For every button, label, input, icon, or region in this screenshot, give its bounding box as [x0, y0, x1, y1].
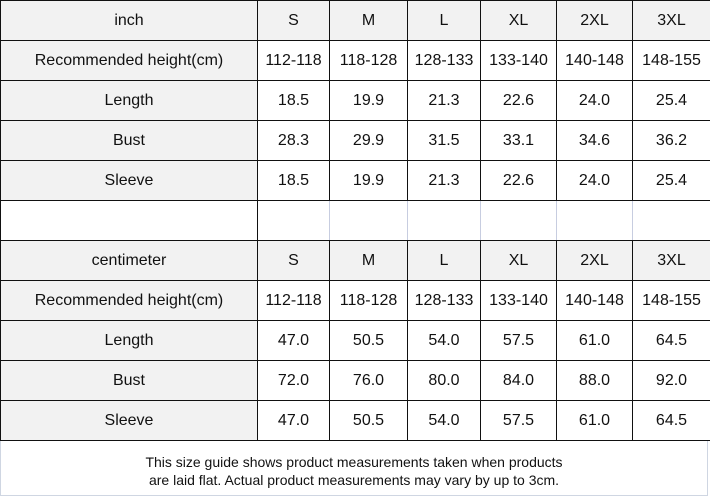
- measurement-value: 76.0: [329, 360, 408, 401]
- empty-cell: [632, 200, 710, 241]
- measurement-label: Length: [0, 80, 258, 121]
- measurement-value: 118-128: [329, 40, 408, 81]
- measurement-value: 31.5: [407, 120, 481, 161]
- measurement-value: 36.2: [632, 120, 710, 161]
- measurement-label: Sleeve: [0, 400, 258, 441]
- measurement-value: 133-140: [480, 40, 557, 81]
- measurement-value: 19.9: [329, 160, 408, 201]
- size-header: L: [407, 0, 481, 41]
- measurement-value: 128-133: [407, 280, 481, 321]
- measurement-value: 57.5: [480, 400, 557, 441]
- measurement-value: 28.3: [257, 120, 330, 161]
- table-row: Bust 28.3 29.9 31.5 33.1 34.6 36.2: [0, 120, 710, 161]
- table-row: Sleeve 47.0 50.5 54.0 57.5 61.0 64.5: [0, 400, 710, 441]
- table-row: Length 47.0 50.5 54.0 57.5 61.0 64.5: [0, 320, 710, 361]
- empty-cell: [480, 200, 557, 241]
- size-header: M: [329, 0, 408, 41]
- measurement-value: 18.5: [257, 160, 330, 201]
- measurement-label: Recommended height(cm): [0, 280, 258, 321]
- empty-cell: [0, 200, 258, 241]
- measurement-value: 64.5: [632, 320, 710, 361]
- table-row: Length 18.5 19.9 21.3 22.6 24.0 25.4: [0, 80, 710, 121]
- measurement-value: 148-155: [632, 280, 710, 321]
- measurement-value: 84.0: [480, 360, 557, 401]
- measurement-value: 133-140: [480, 280, 557, 321]
- measurement-value: 34.6: [556, 120, 633, 161]
- measurement-value: 61.0: [556, 320, 633, 361]
- empty-cell: [329, 200, 408, 241]
- size-header: XL: [480, 0, 557, 41]
- measurement-value: 112-118: [257, 40, 330, 81]
- measurement-value: 72.0: [257, 360, 330, 401]
- measurement-value: 50.5: [329, 400, 408, 441]
- size-chart-table: inch S M L XL 2XL 3XL Recommended height(cm) 112…: [0, 0, 710, 441]
- measurement-value: 21.3: [407, 80, 481, 121]
- measurement-value: 140-148: [556, 40, 633, 81]
- empty-cell: [556, 200, 633, 241]
- size-header: 3XL: [632, 240, 710, 281]
- size-header: 3XL: [632, 0, 710, 41]
- measurement-value: 18.5: [257, 80, 330, 121]
- measurement-value: 25.4: [632, 160, 710, 201]
- size-header: S: [257, 0, 330, 41]
- size-header: 2XL: [556, 240, 633, 281]
- size-header: S: [257, 240, 330, 281]
- measurement-value: 112-118: [257, 280, 330, 321]
- measurement-label: Bust: [0, 360, 258, 401]
- size-header: M: [329, 240, 408, 281]
- size-header: 2XL: [556, 0, 633, 41]
- measurement-value: 140-148: [556, 280, 633, 321]
- measurement-label: Bust: [0, 120, 258, 161]
- empty-cell: [407, 200, 481, 241]
- measurement-label: Length: [0, 320, 258, 361]
- measurement-value: 92.0: [632, 360, 710, 401]
- measurement-label: Recommended height(cm): [0, 40, 258, 81]
- size-header: L: [407, 240, 481, 281]
- spacer-row: [0, 200, 710, 241]
- measurement-value: 22.6: [480, 160, 557, 201]
- measurement-value: 22.6: [480, 80, 557, 121]
- measurement-value: 57.5: [480, 320, 557, 361]
- measurement-value: 80.0: [407, 360, 481, 401]
- measurement-value: 25.4: [632, 80, 710, 121]
- measurement-value: 50.5: [329, 320, 408, 361]
- table-header-row: centimeter S M L XL 2XL 3XL: [0, 240, 710, 281]
- size-guide-note: This size guide shows product measuremen…: [0, 441, 708, 496]
- measurement-value: 64.5: [632, 400, 710, 441]
- measurement-value: 54.0: [407, 400, 481, 441]
- measurement-value: 148-155: [632, 40, 710, 81]
- measurement-value: 61.0: [556, 400, 633, 441]
- measurement-value: 47.0: [257, 400, 330, 441]
- empty-cell: [257, 200, 330, 241]
- table-row: Recommended height(cm) 112-118 118-128 128-…: [0, 40, 710, 81]
- size-header: XL: [480, 240, 557, 281]
- table-header-row: inch S M L XL 2XL 3XL: [0, 0, 710, 41]
- measurement-value: 47.0: [257, 320, 330, 361]
- measurement-value: 88.0: [556, 360, 633, 401]
- table-row: Sleeve 18.5 19.9 21.3 22.6 24.0 25.4: [0, 160, 710, 201]
- note-line-2: are laid flat. Actual product measuremen…: [148, 472, 560, 488]
- measurement-value: 24.0: [556, 80, 633, 121]
- measurement-value: 24.0: [556, 160, 633, 201]
- unit-label: inch: [0, 0, 258, 41]
- table-row: Bust 72.0 76.0 80.0 84.0 88.0 92.0: [0, 360, 710, 401]
- measurement-value: 21.3: [407, 160, 481, 201]
- measurement-value: 29.9: [329, 120, 408, 161]
- measurement-value: 128-133: [407, 40, 481, 81]
- measurement-label: Sleeve: [0, 160, 258, 201]
- measurement-value: 33.1: [480, 120, 557, 161]
- measurement-value: 118-128: [329, 280, 408, 321]
- table-row: Recommended height(cm) 112-118 118-128 128-…: [0, 280, 710, 321]
- note-line-1: This size guide shows product measuremen…: [145, 454, 563, 470]
- unit-label: centimeter: [0, 240, 258, 281]
- measurement-value: 19.9: [329, 80, 408, 121]
- measurement-value: 54.0: [407, 320, 481, 361]
